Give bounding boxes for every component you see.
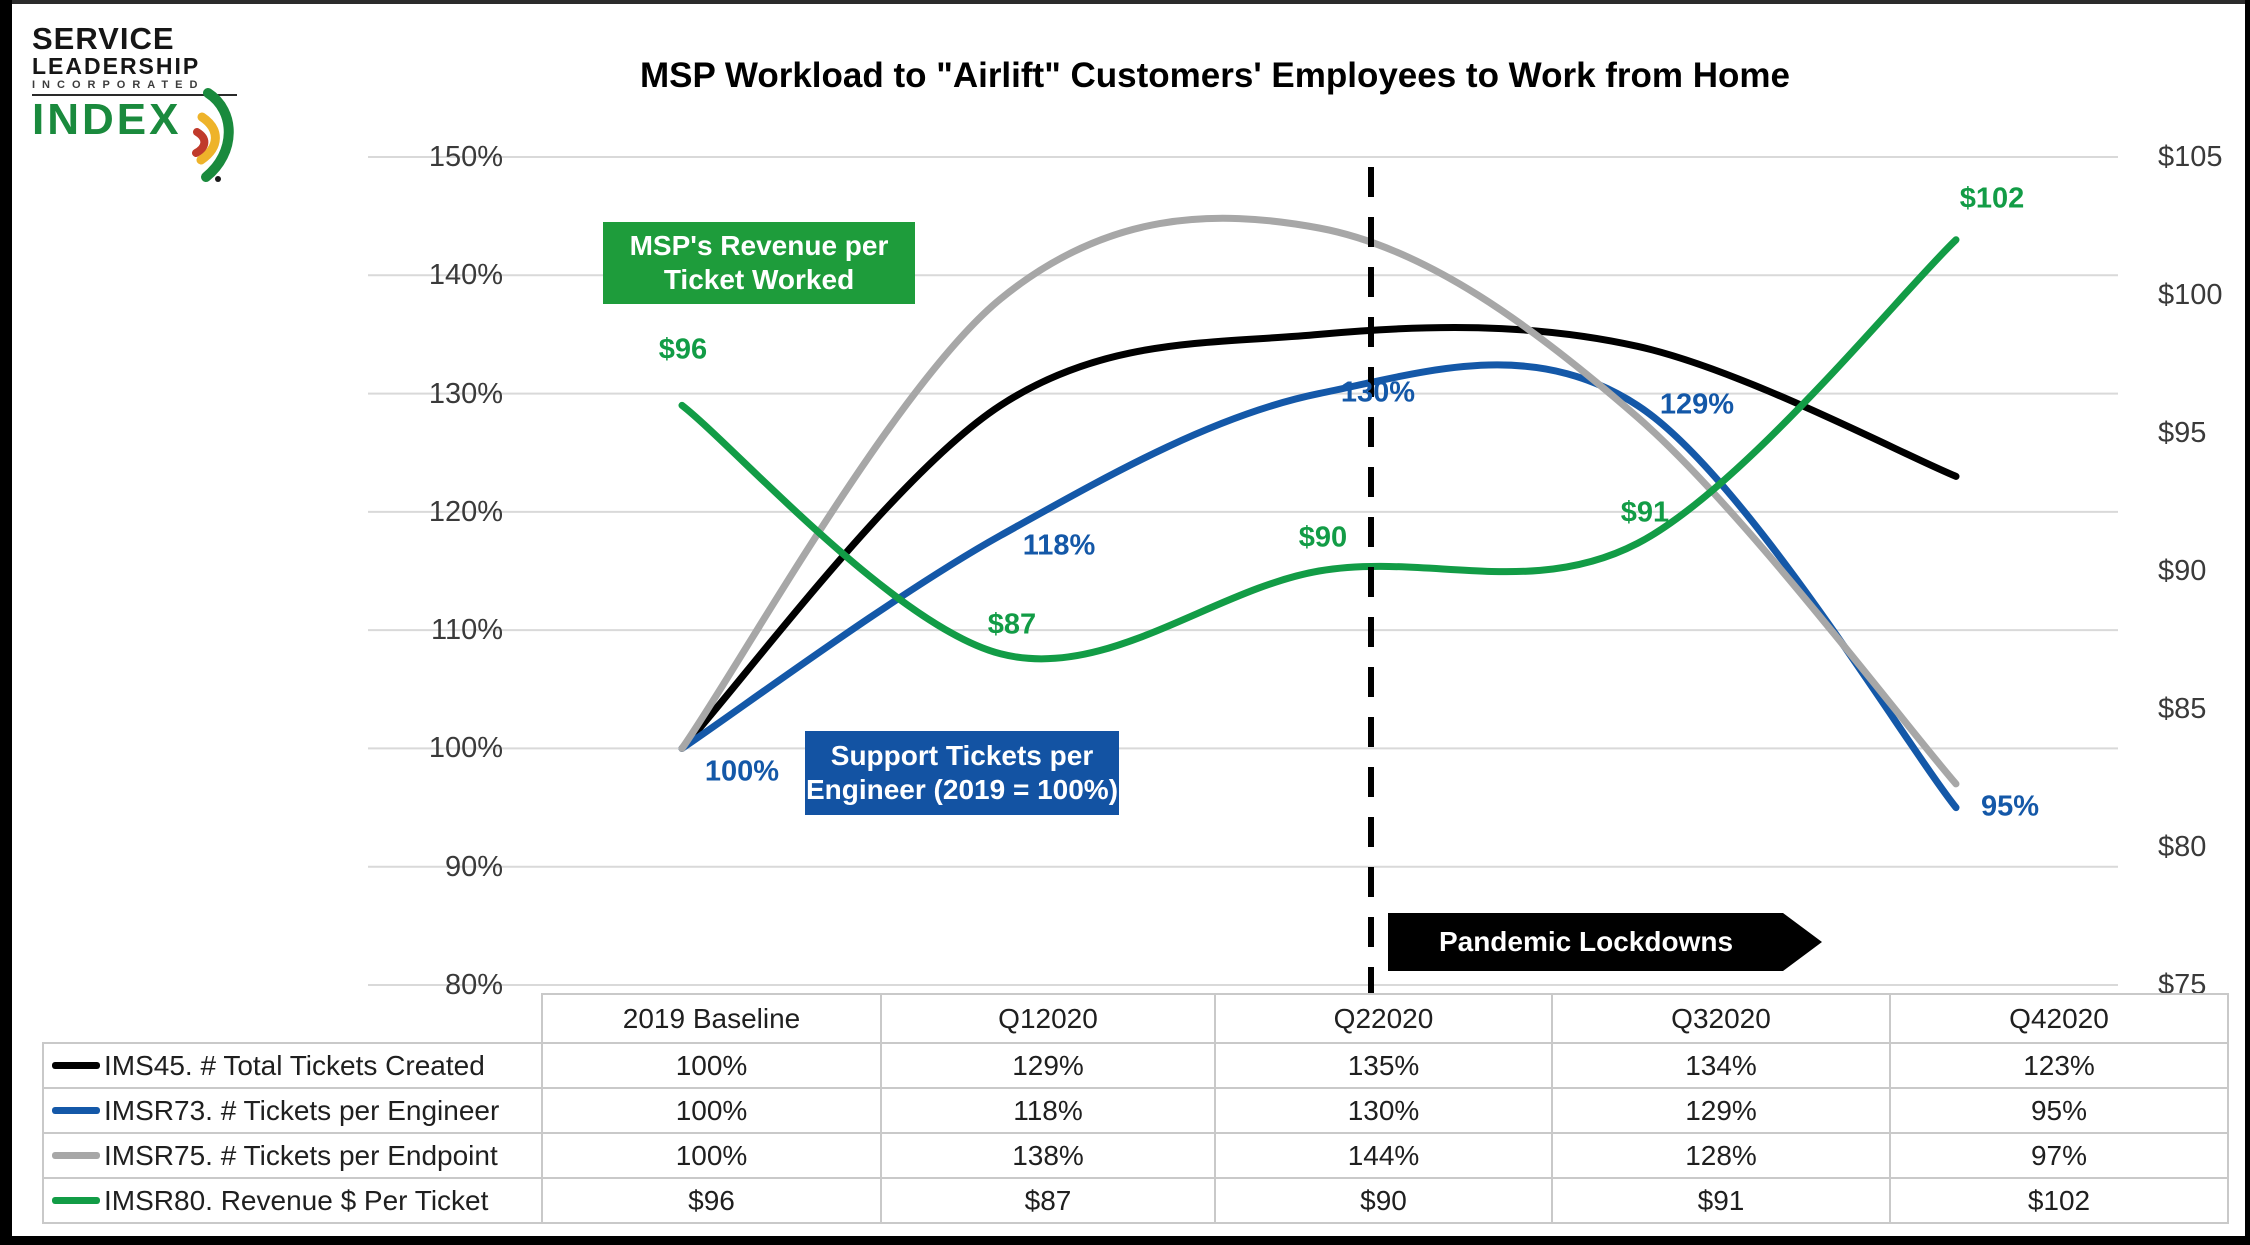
table-row-label-cell: IMSR80. Revenue $ Per Ticket	[42, 1177, 543, 1224]
table-value-cell: 123%	[1889, 1042, 2229, 1089]
table-header-row: 2019 Baseline Q12020 Q22020 Q32020 Q42020	[43, 993, 2229, 1044]
tickets-callout-line2: Engineer (2019 = 100%)	[805, 774, 1119, 805]
table-value-cell: 134%	[1551, 1042, 1891, 1089]
pandemic-lockdowns-arrow-shape	[1388, 913, 1822, 971]
series-lines-layer	[678, 214, 1960, 812]
screenshot-frame-top	[0, 0, 2250, 4]
table-value-cell: 100%	[541, 1042, 882, 1089]
series-name-label: IMSR73. # Tickets per Engineer	[104, 1094, 500, 1126]
series-name-label: IMSR75. # Tickets per Endpoint	[104, 1139, 498, 1171]
left-axis-tick-label: 140%	[428, 259, 503, 292]
data-table: 2019 Baseline Q12020 Q22020 Q32020 Q42020 IM…	[42, 993, 2229, 1224]
table-value-cell: 129%	[1551, 1087, 1891, 1134]
right-axis-tick-label: $105	[2158, 141, 2223, 173]
logo-swoosh-icon	[191, 88, 234, 182]
table-value-cell: $87	[880, 1177, 1216, 1224]
table-value-cell: 100%	[541, 1132, 882, 1179]
gridlines-layer	[368, 156, 2118, 986]
series-line-2	[678, 361, 1960, 812]
data-label: 100%	[704, 755, 780, 788]
data-label: $102	[1959, 182, 2025, 215]
series-name-label: IMSR80. Revenue $ Per Ticket	[104, 1184, 489, 1216]
data-label: $87	[987, 608, 1037, 641]
data-label: 95%	[1980, 790, 2040, 823]
chart-title: MSP Workload to "Airlift" Customers' Emp…	[639, 56, 1791, 95]
left-axis-tick-label: 110%	[430, 614, 503, 647]
series-line-3	[678, 214, 1960, 788]
table-row-label-cell: IMS45. # Total Tickets Created	[42, 1042, 543, 1089]
legend-swatch-icon	[52, 1196, 100, 1204]
table-value-cell: 135%	[1214, 1042, 1553, 1089]
table-value-cell: 118%	[880, 1087, 1216, 1134]
table-value-cell: 95%	[1889, 1087, 2229, 1134]
table-row-label-cell: IMSR75. # Tickets per Endpoint	[42, 1132, 543, 1179]
right-axis-tick-label: $85	[2158, 693, 2207, 725]
table-value-cell: 130%	[1214, 1087, 1553, 1134]
table-value-cell: 129%	[880, 1042, 1216, 1089]
data-label: 129%	[1659, 388, 1735, 421]
table-header-cell: 2019 Baseline	[541, 993, 882, 1044]
table-header-cell: Q22020	[1214, 993, 1553, 1044]
screenshot-frame-right	[2245, 0, 2250, 1245]
legend-swatch-icon	[52, 1151, 100, 1159]
legend-swatch-icon	[52, 1061, 100, 1069]
logo-leadership-text: LEADERSHIP	[32, 53, 201, 79]
right-axis-tick-label: $95	[2158, 417, 2207, 449]
revenue-per-ticket-callout: MSP's Revenue per Ticket Worked	[603, 222, 915, 304]
table-row-label-cell: IMSR73. # Tickets per Engineer	[42, 1087, 543, 1134]
data-table-body: IMS45. # Total Tickets Created 100% 129% 13…	[42, 1042, 2229, 1224]
data-label: 130%	[1340, 376, 1416, 409]
right-axis-tick-label: $90	[2158, 555, 2207, 587]
table-value-cell: 144%	[1214, 1132, 1553, 1179]
series-line-4	[678, 236, 1960, 663]
series-name-label: IMS45. # Total Tickets Created	[104, 1049, 485, 1081]
left-axis-tick-label: 90%	[444, 850, 503, 883]
table-value-cell: $96	[541, 1177, 882, 1224]
data-table-header: 2019 Baseline Q12020 Q22020 Q32020 Q42020	[43, 993, 2229, 1044]
table-header-cell: Q32020	[1551, 993, 1891, 1044]
service-leadership-index-logo: SERVICE LEADERSHIP INCORPORATED INDEX	[32, 21, 352, 182]
tickets-per-engineer-callout: Support Tickets per Engineer (2019 = 100…	[805, 731, 1119, 815]
data-label: $96	[658, 333, 708, 366]
right-axis-tick-label: $80	[2158, 831, 2207, 863]
screenshot-frame-left	[0, 0, 12, 1245]
table-value-cell: $91	[1551, 1177, 1891, 1224]
table-value-cell: $90	[1214, 1177, 1553, 1224]
table-value-cell: 128%	[1551, 1132, 1891, 1179]
table-value-cell: $102	[1889, 1177, 2229, 1224]
revenue-callout-line1: MSP's Revenue per	[629, 230, 889, 261]
logo-divider	[32, 94, 237, 96]
data-label: 118%	[1022, 529, 1096, 562]
left-axis-tick-label: 120%	[428, 495, 503, 528]
table-row: IMSR80. Revenue $ Per Ticket $96 $87 $90 $91…	[42, 1177, 2229, 1224]
table-value-cell: 138%	[880, 1132, 1216, 1179]
data-label: $91	[1620, 496, 1670, 529]
pandemic-lockdowns-label: Pandemic Lockdowns	[1438, 926, 1734, 957]
left-axis-tick-label: 100%	[428, 732, 503, 765]
table-row: IMSR73. # Tickets per Engineer 100% 118% 13…	[42, 1087, 2229, 1134]
right-axis-tick-label: $100	[2158, 279, 2223, 311]
series-line-1	[678, 324, 1960, 752]
table-header-cell: Q42020	[1889, 993, 2229, 1044]
legend-swatch-icon	[52, 1106, 100, 1114]
table-value-cell: 100%	[541, 1087, 882, 1134]
table-row: IMSR75. # Tickets per Endpoint 100% 138% 14…	[42, 1132, 2229, 1179]
left-axis-tick-label: 130%	[428, 377, 503, 410]
table-row: IMS45. # Total Tickets Created 100% 129% 13…	[42, 1042, 2229, 1089]
logo-service-text: SERVICE	[32, 21, 175, 56]
screenshot-frame-bottom	[0, 1236, 2250, 1245]
table-value-cell: 97%	[1889, 1132, 2229, 1179]
revenue-callout-line2: Ticket Worked	[663, 264, 855, 295]
data-label: $90	[1298, 521, 1348, 554]
left-axis-tick-label: 150%	[428, 141, 503, 173]
table-header-blank-cell	[43, 994, 542, 1044]
tickets-callout-line1: Support Tickets per	[830, 740, 1094, 771]
logo-incorporated-text: INCORPORATED	[32, 79, 205, 91]
table-header-cell: Q12020	[880, 993, 1216, 1044]
logo-index-text: INDEX	[32, 95, 182, 144]
